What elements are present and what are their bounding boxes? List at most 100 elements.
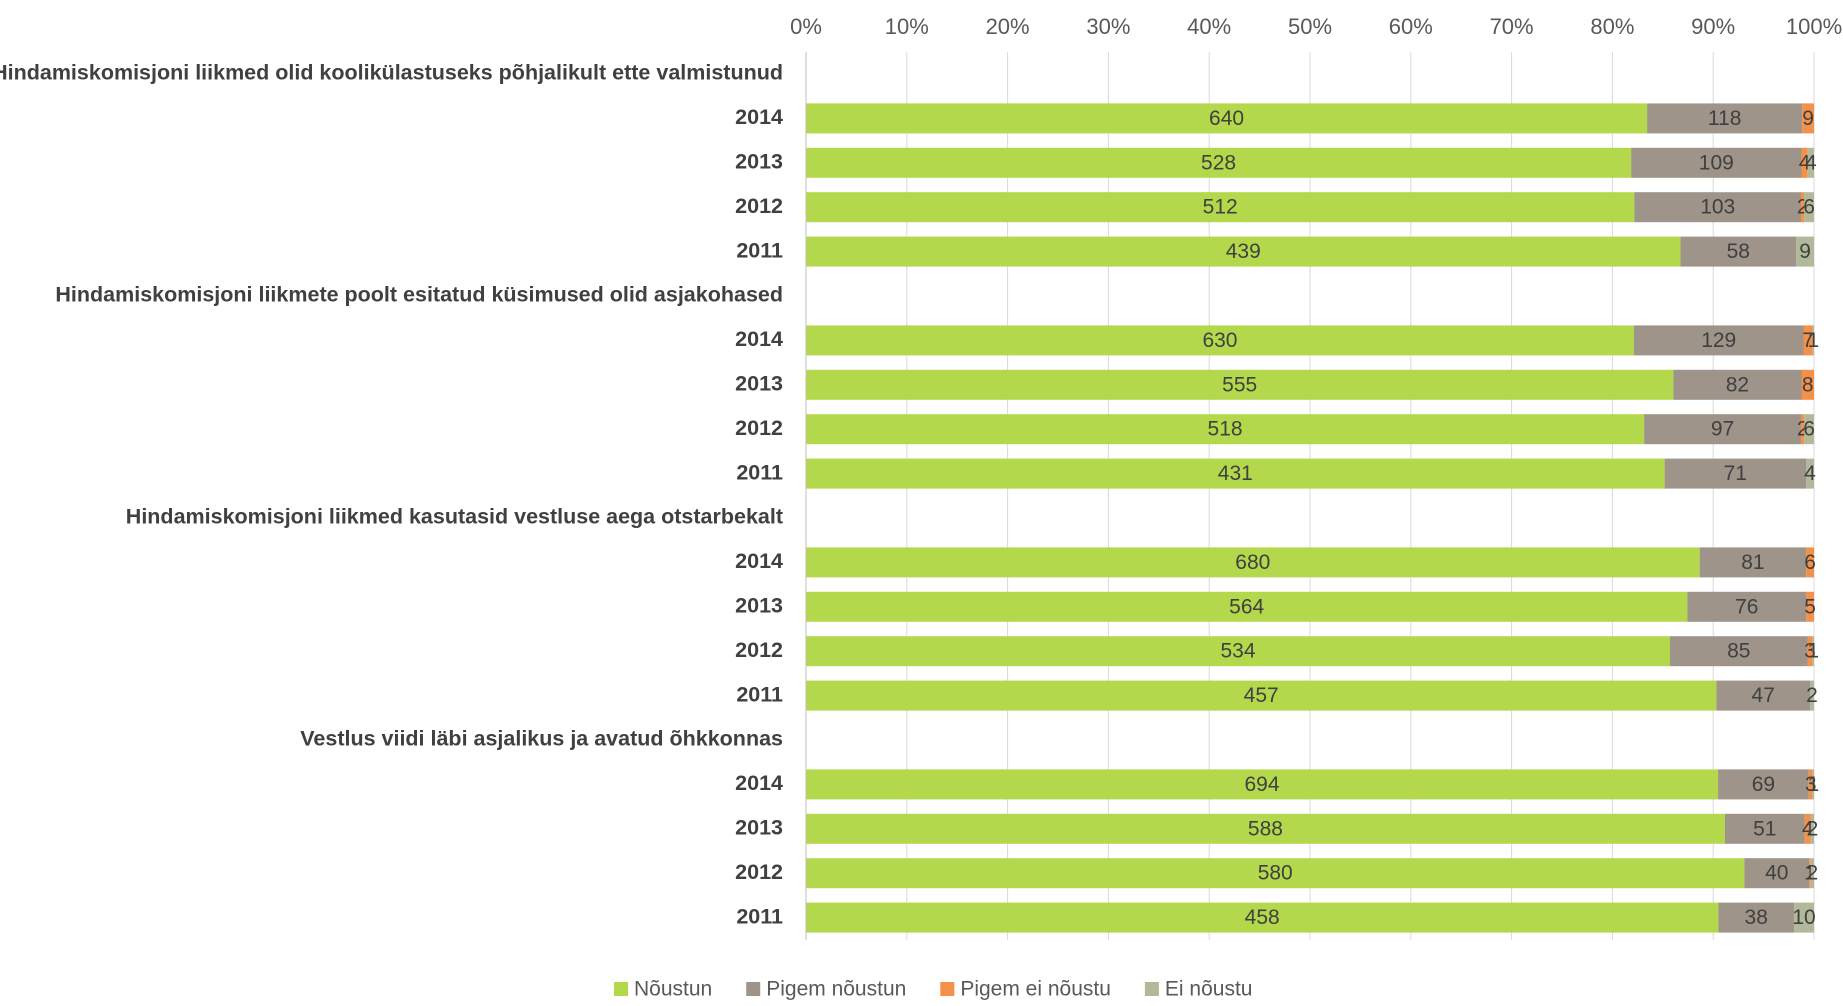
category-label: 2011 (736, 460, 783, 484)
data-label: 129 (1701, 329, 1736, 352)
data-label: 555 (1222, 373, 1257, 396)
category-label: 2011 (736, 238, 783, 262)
category-label: 2013 (735, 371, 783, 395)
data-label: 564 (1229, 595, 1264, 618)
bar-segment-ei-noustu (1812, 636, 1814, 667)
bar-segment-noustun (806, 414, 1645, 445)
bar-segment-pigem-noustun (1744, 858, 1810, 889)
legend-label: Pigem nõustun (766, 978, 906, 1001)
bar-segment-ei-noustu (1804, 414, 1814, 445)
category-label: 2014 (735, 327, 783, 351)
data-label: 38 (1745, 906, 1768, 929)
data-label: 85 (1727, 640, 1750, 663)
bar-segment-pigem-ei-noustu (1801, 414, 1805, 445)
data-label: 630 (1202, 329, 1237, 352)
bar-segment-pigem-noustun (1673, 369, 1802, 400)
data-label: 103 (1700, 196, 1735, 219)
bar-segment-noustun (806, 325, 1634, 356)
data-label: 40 (1765, 862, 1788, 885)
bar-segment-pigem-ei-noustu (1801, 369, 1814, 400)
data-label: 1 (1804, 862, 1816, 885)
bar-segment-noustun (806, 769, 1719, 800)
bar-segment-noustun (806, 858, 1745, 889)
bar-segment-noustun (806, 902, 1719, 933)
bar-segment-pigem-ei-noustu (1808, 769, 1813, 800)
data-label: 640 (1209, 107, 1244, 130)
legend-swatch (1144, 982, 1159, 996)
legend-label: Pigem ei nõustu (960, 978, 1111, 1001)
bar-segment-noustun (806, 192, 1635, 223)
data-label: 6 (1803, 196, 1815, 219)
bar-segment-noustun (806, 458, 1665, 489)
bar-segment-noustun (806, 636, 1670, 667)
data-label: 47 (1752, 684, 1775, 707)
bar-segment-pigem-noustun (1699, 547, 1807, 578)
bar-segment-pigem-noustun (1718, 769, 1809, 800)
data-label: 528 (1201, 151, 1236, 174)
bar-segment-pigem-ei-noustu (1802, 103, 1814, 134)
category-label: 2011 (736, 682, 783, 706)
x-tick-label: 70% (1490, 14, 1534, 39)
data-label: 458 (1245, 906, 1280, 929)
bar-segment-ei-noustu (1806, 458, 1814, 489)
bar-segment-pigem-noustun (1687, 591, 1807, 622)
x-tick-label: 90% (1691, 14, 1735, 39)
category-label: 2013 (735, 815, 783, 839)
bar-segment-noustun (806, 147, 1632, 178)
data-label: 694 (1245, 773, 1280, 796)
legend-label: Nõustun (634, 978, 712, 1001)
bar-segment-ei-noustu (1812, 325, 1814, 356)
group-label: Hindamiskomisjoni liikmed kasutasid vest… (126, 505, 783, 529)
data-label: 109 (1699, 151, 1734, 174)
legend-label: Ei nõustu (1165, 978, 1253, 1001)
data-label: 97 (1711, 418, 1734, 441)
group-label: Hindamiskomisjoni liikmete poolt esitatu… (55, 283, 783, 307)
bar-segment-pigem-noustun (1724, 813, 1805, 844)
bar-segment-noustun (806, 813, 1725, 844)
bar-segment-noustun (806, 591, 1688, 622)
category-label: 2014 (735, 771, 783, 795)
category-label: 2014 (735, 105, 783, 129)
bar-segment-pigem-ei-noustu (1801, 147, 1808, 178)
category-label: 2014 (735, 549, 783, 573)
x-tick-label: 30% (1086, 14, 1130, 39)
bar-segment-pigem-noustun (1670, 636, 1808, 667)
x-tick-label: 100% (1786, 14, 1842, 39)
x-tick-label: 20% (986, 14, 1030, 39)
data-label: 81 (1741, 551, 1764, 574)
data-label: 71 (1724, 462, 1747, 485)
data-label: 58 (1727, 240, 1750, 263)
bar-segment-pigem-ei-noustu (1803, 325, 1813, 356)
bar-segment-pigem-noustun (1664, 458, 1807, 489)
data-label: 9 (1802, 107, 1814, 130)
category-label: 2013 (735, 149, 783, 173)
data-label: 534 (1220, 640, 1255, 663)
data-label: 4 (1805, 151, 1817, 174)
category-label: 2012 (735, 860, 783, 884)
bar-segment-pigem-ei-noustu (1801, 192, 1805, 223)
bar-segment-noustun (806, 369, 1674, 400)
data-label: 588 (1248, 817, 1283, 840)
x-tick-label: 40% (1187, 14, 1231, 39)
bar-segment-ei-noustu (1804, 192, 1814, 223)
group-label: Vestlus viidi läbi asjalikus ja avatud õ… (300, 727, 783, 751)
bar-segment-ei-noustu (1810, 858, 1814, 889)
bar-segment-pigem-noustun (1647, 103, 1803, 134)
data-label: 51 (1753, 817, 1776, 840)
data-label: 1 (1807, 640, 1819, 663)
bar-segment-pigem-noustun (1718, 902, 1795, 933)
data-label: 5 (1804, 595, 1816, 618)
data-label: 3 (1804, 640, 1816, 663)
legend-swatch (614, 982, 628, 996)
group-label: Hindamiskomisjoni liikmed olid kooliküla… (0, 61, 783, 85)
data-label: 1 (1807, 329, 1819, 352)
data-label: 82 (1726, 373, 1749, 396)
bar-segment-ei-noustu (1812, 769, 1814, 800)
data-label: 580 (1258, 862, 1293, 885)
data-label: 6 (1804, 551, 1816, 574)
category-label: 2012 (735, 194, 783, 218)
bar-segment-pigem-noustun (1644, 414, 1802, 445)
bar-segment-noustun (806, 547, 1700, 578)
data-label: 6 (1803, 418, 1815, 441)
